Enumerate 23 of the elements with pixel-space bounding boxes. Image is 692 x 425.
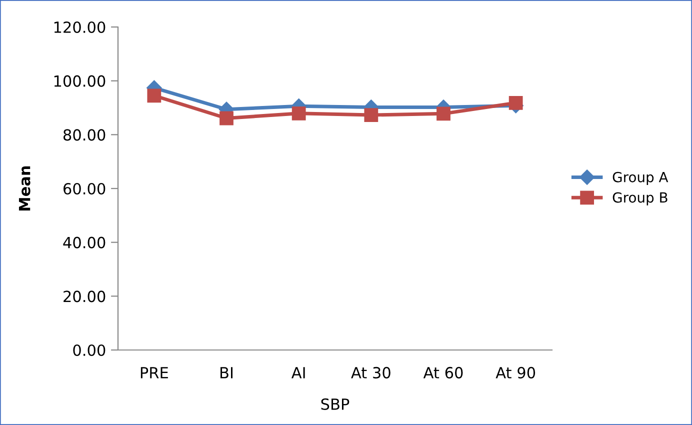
x-tick-label: AI	[291, 367, 305, 378]
x-tick-label: At 30	[351, 366, 390, 378]
point	[436, 106, 450, 121]
y-tick-label: 0.00	[73, 344, 106, 356]
point	[292, 106, 306, 120]
y-tick-label: 60.00	[64, 182, 106, 195]
y-tick-label: 100.00	[54, 75, 106, 87]
point	[220, 111, 234, 126]
point	[147, 88, 162, 103]
y-tick-label: 120.00	[54, 21, 106, 34]
y-tick-label: 20.00	[64, 290, 106, 302]
x-axis-title: SBP	[321, 398, 350, 410]
legend-label: Group A	[612, 172, 668, 186]
x-tick-label: PRE	[140, 367, 168, 378]
x-tick-label: At 90	[496, 366, 536, 378]
x-tick-label: At 60	[423, 366, 463, 378]
point	[364, 108, 378, 122]
y-tick-label: 40.00	[63, 236, 106, 248]
legend-label: Group B	[612, 192, 668, 206]
x-tick-label: BI	[220, 367, 232, 378]
y-tick-label: 80.00	[63, 129, 106, 141]
y-axis-title: Mean	[18, 166, 30, 210]
point	[508, 96, 523, 110]
